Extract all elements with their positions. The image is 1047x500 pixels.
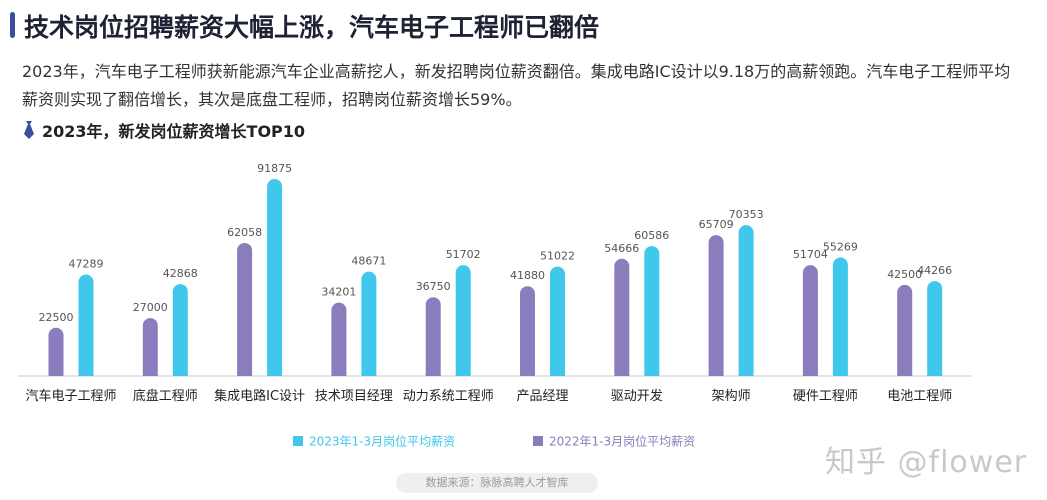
bar-2023: [927, 281, 943, 376]
bar-value-label: 51022: [540, 250, 575, 263]
x-tick-label: 集成电路IC设计: [214, 388, 305, 404]
data-source-label: 数据来源：脉脉高聘人才智库: [396, 473, 598, 493]
bar-value-label: 51704: [793, 248, 828, 261]
bar-2023: [832, 257, 848, 376]
bar-2022: [897, 284, 913, 376]
bar-2022: [614, 258, 630, 376]
bar-value-label: 62058: [227, 226, 262, 239]
bar-2022: [48, 327, 64, 376]
bar-value-label: 60586: [634, 229, 669, 242]
bar-value-label: 41880: [510, 269, 545, 282]
page-title: 技术岗位招聘薪资大幅上涨，汽车电子工程师已翻倍: [24, 13, 600, 42]
bar-2022: [237, 242, 253, 376]
legend-item-2023-label: 2023年1-3月岗位平均薪资: [309, 434, 455, 449]
x-tick-label: 架构师: [712, 389, 751, 404]
bar-value-label: 70353: [729, 208, 764, 221]
bar-2023: [455, 265, 471, 376]
bar-2022: [142, 318, 158, 376]
watermark: 知乎 @flower: [825, 445, 1028, 480]
bar-2023: [738, 225, 754, 376]
bar-value-label: 44266: [917, 264, 952, 277]
bar-value-label: 36750: [416, 280, 451, 293]
bar-value-label: 42500: [887, 268, 922, 281]
legend-item-2022-label: 2022年1-3月岗位平均薪资: [549, 434, 695, 449]
bar-value-label: 22500: [39, 311, 74, 324]
bar-value-label: 55269: [823, 240, 858, 253]
bar-value-label: 47289: [69, 258, 104, 271]
bar-2023: [644, 246, 660, 376]
x-tick-label: 底盘工程师: [133, 388, 198, 404]
bar-2023: [361, 271, 377, 376]
bar-value-label: 48671: [351, 255, 386, 268]
bar-2022: [331, 302, 347, 376]
necktie-icon: [24, 121, 34, 139]
bar-value-label: 65709: [699, 218, 734, 231]
x-tick-label: 动力系统工程师: [403, 389, 494, 404]
bar-value-label: 91875: [257, 162, 292, 175]
bar-2022: [425, 297, 441, 376]
x-tick-label: 驱动开发: [611, 388, 663, 404]
bar-value-label: 34201: [321, 286, 356, 299]
bar-value-label: 54666: [604, 242, 639, 255]
bar-value-label: 27000: [133, 301, 168, 314]
x-tick-label: 技术项目经理: [315, 389, 393, 404]
x-tick-label: 硬件工程师: [793, 389, 858, 404]
x-tick-label: 产品经理: [516, 389, 568, 404]
bar-2023: [172, 284, 188, 376]
bar-2022: [708, 235, 724, 376]
bar-value-label: 42868: [163, 267, 198, 280]
bar-value-label: 51702: [446, 248, 481, 261]
chart-heading-text: 2023年，新发岗位薪资增长TOP10: [42, 122, 306, 141]
x-tick-label: 汽车电子工程师: [25, 388, 116, 404]
bar-2023: [78, 274, 94, 376]
bar-2022: [802, 265, 818, 376]
legend-item-2023-swatch: [293, 436, 303, 446]
legend-item-2022-swatch: [533, 436, 543, 446]
chart-heading: 2023年，新发岗位薪资增长TOP10: [22, 118, 305, 142]
bar-2023: [550, 266, 565, 376]
title-accent-bar: [10, 12, 15, 38]
x-tick-label: 电池工程师: [887, 389, 952, 404]
bar-2022: [520, 286, 535, 376]
bar-2023: [267, 179, 283, 376]
description-text: 2023年，汽车电子工程师获新能源汽车企业高薪挖人，新发招聘岗位薪资翻倍。集成电…: [22, 62, 1011, 109]
